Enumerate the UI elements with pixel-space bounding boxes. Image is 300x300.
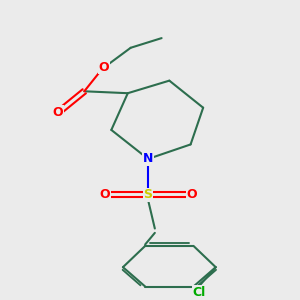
Text: S: S <box>144 188 153 201</box>
Text: O: O <box>53 106 64 119</box>
Text: O: O <box>99 188 110 201</box>
Text: O: O <box>98 61 109 74</box>
Text: O: O <box>186 188 197 201</box>
Text: Cl: Cl <box>193 286 206 299</box>
Text: N: N <box>143 152 153 165</box>
